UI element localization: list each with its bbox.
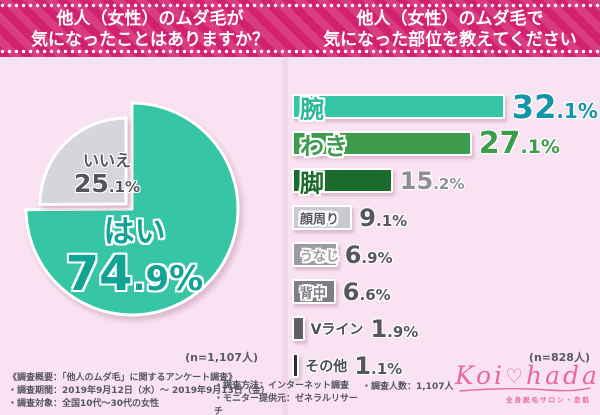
bar-value: 6.9%: [344, 240, 393, 269]
survey-period: ・調査期間：2019年9月12日（水）～ 2019年9月13日（金）: [8, 386, 270, 397]
pie-slice-no: [38, 116, 128, 207]
koihada-logo-text: Koi♡hada: [455, 361, 597, 390]
question-2-line1: 他人（女性）のムダ毛で: [356, 9, 544, 29]
question-2-line2: 気になった部位を教えてください: [323, 30, 577, 51]
logo-tagline: 全身脱毛サロン・恋肌: [506, 396, 591, 404]
bar-category-label: 腕: [300, 95, 324, 123]
bar: 背中: [292, 279, 336, 304]
survey-method-col: ・調査方法：インターネット調査 ・モニター提供元：ゼネラルリサーチ: [214, 380, 366, 415]
pie-yes-value-frac: .9%: [132, 259, 204, 300]
koihada-logo: Koi♡hada 全身脱毛サロン・恋肌: [455, 361, 597, 404]
bar-value: 15.2%: [399, 166, 465, 195]
question-1-title: 他人（女性）のムダ毛が 気になったことはありますか？: [0, 9, 300, 52]
header-band: 他人（女性）のムダ毛が 気になったことはありますか？ 他人（女性）のムダ毛で 気…: [0, 0, 600, 57]
bar: 腕: [292, 94, 505, 123]
pie-yes-label: はい: [103, 214, 166, 250]
logo-text-hada: hada: [526, 361, 600, 390]
bar-row: 顔周り 9.1%: [292, 205, 597, 230]
question-1-line1: 他人（女性）のムダ毛が: [56, 9, 244, 29]
bar-chart: 腕 32.1% わき 27.1% 脚 15.2% 顔周り 9.1% うなじ 6.…: [292, 91, 598, 390]
bar-category-label: うなじ: [300, 249, 340, 264]
bar-chart-panel: 腕 32.1% わき 27.1% 脚 15.2% 顔周り 9.1% うなじ 6.…: [288, 57, 600, 415]
bar: [292, 353, 300, 378]
bar-value: 27.1%: [478, 125, 560, 161]
bar: うなじ: [292, 242, 340, 267]
pie-no-label: いいえ: [82, 151, 131, 170]
bar-row: うなじ 6.9%: [292, 242, 597, 267]
pie-yes-value-int: 74: [65, 246, 133, 303]
bar: わき: [292, 131, 472, 160]
survey-monitor-source: ・モニター提供元：ゼネラルリサーチ: [214, 394, 359, 415]
bar-row: 腕 32.1%: [292, 91, 598, 123]
bar-row: その他 1.1%: [292, 353, 597, 378]
heart-icon: ♡: [505, 364, 526, 388]
bar-row: Vライン 1.9%: [292, 316, 597, 341]
bar-value: 1.1%: [354, 351, 403, 380]
pie-sample-size: (n=1,107人): [185, 351, 258, 364]
pie-no-value-int: 25: [74, 169, 109, 198]
bar-value: 6.6%: [342, 277, 391, 306]
pie-chart: [24, 101, 240, 317]
bar-value: 32.1%: [511, 87, 598, 126]
question-1-line2: 気になったことはありますか？: [31, 30, 269, 51]
bar-category-label: 顔周り: [300, 212, 340, 227]
survey-overview: 《調査概要：「他人のムダ毛」に関するアンケート調査》 ・調査期間：2019年9月…: [8, 372, 270, 411]
bar-category-label-outside: Vライン: [310, 321, 364, 338]
bar-category-label: わき: [300, 132, 348, 160]
bar: [292, 316, 305, 341]
survey-target: ・調査対象：全国10代～30代の女性: [8, 399, 160, 410]
bar: 脚: [292, 168, 393, 197]
survey-count-col: ・調査人数：1,107人: [362, 381, 453, 394]
survey-count: ・調査人数：1,107人: [362, 382, 454, 392]
bar-category-label: 背中: [300, 286, 327, 301]
logo-text-koi: Koi: [455, 361, 506, 390]
dotted-border-top: [0, 3, 600, 8]
question-2-title: 他人（女性）のムダ毛で 気になった部位を教えてください: [300, 9, 600, 52]
bar: 顔周り: [292, 205, 353, 230]
bar-category-label-outside: その他: [305, 358, 348, 375]
bar-row: 脚 15.2%: [292, 166, 597, 197]
bar-value: 9.1%: [359, 203, 408, 232]
pie-no-value-frac: .1%: [108, 178, 140, 196]
pie-chart-panel: いいえ 25.1% はい 74.9% (n=1,107人): [0, 57, 282, 415]
survey-overview-title: 《調査概要：「他人のムダ毛」に関するアンケート調査》: [8, 373, 238, 383]
logo-underline-swoosh: [459, 387, 591, 392]
pie-slice-label-no: いいえ 25.1%: [52, 147, 162, 196]
dotted-border-bottom: [0, 49, 600, 54]
bar-row: わき 27.1%: [292, 125, 597, 161]
bar-sample-size: (n=828人): [528, 351, 590, 364]
bar-category-label: 脚: [300, 169, 324, 197]
survey-method: ・調査方法：インターネット調査: [214, 381, 350, 391]
pie-slice-label-yes: はい 74.9%: [42, 215, 227, 299]
pie-slice-yes: [24, 101, 240, 317]
bar-row: 背中 6.6%: [292, 279, 597, 304]
bar-value: 1.9%: [370, 314, 419, 343]
